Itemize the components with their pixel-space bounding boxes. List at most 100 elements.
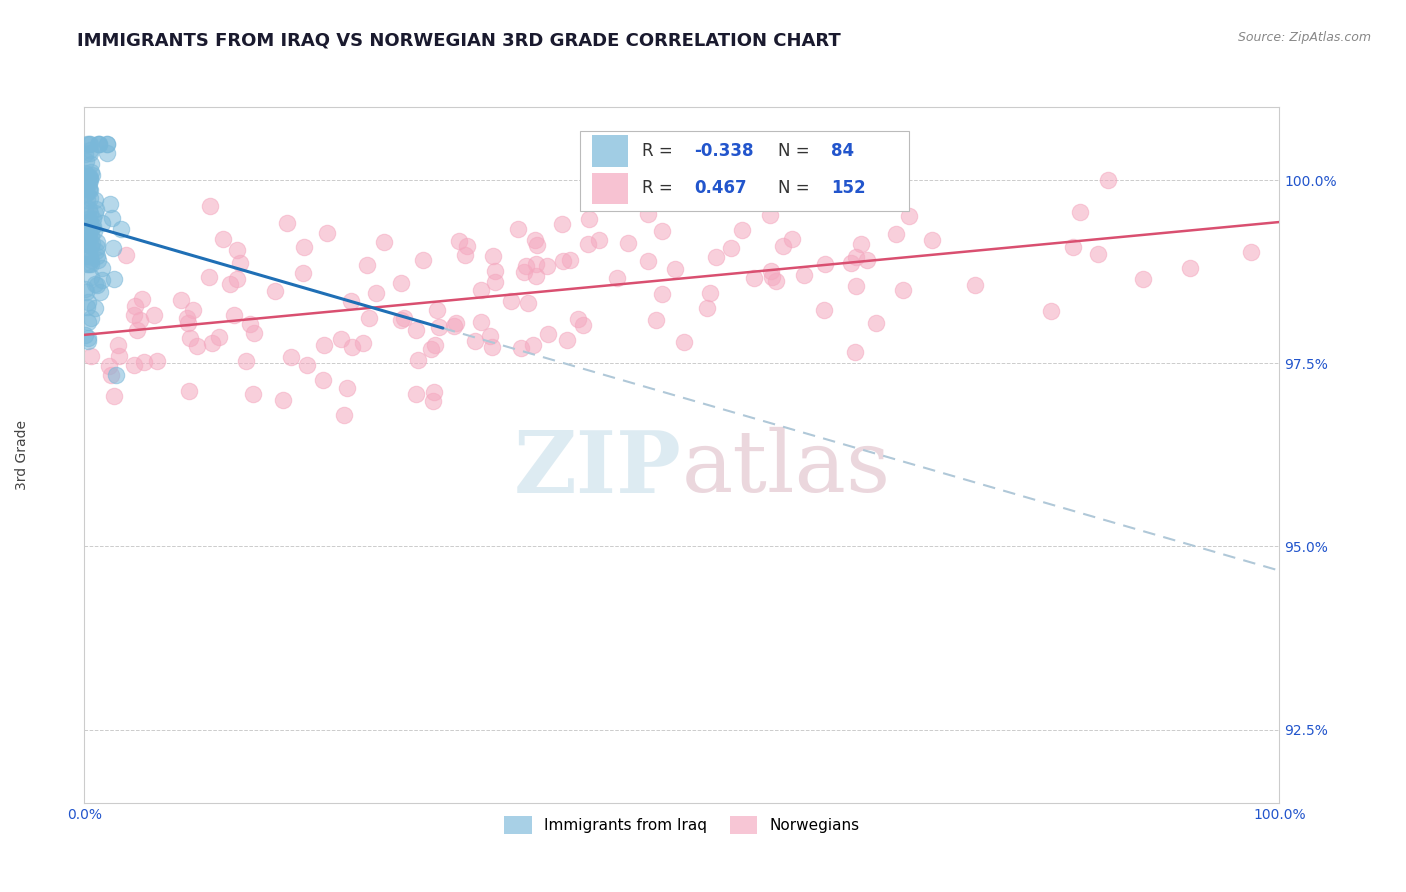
Point — [77, 212, 100, 227]
Point — [526, 238, 548, 252]
Point — [389, 276, 412, 290]
Point — [103, 389, 125, 403]
Point — [107, 338, 129, 352]
Point — [295, 358, 318, 372]
Point — [91, 261, 114, 276]
Point — [170, 293, 193, 307]
Text: R =: R = — [643, 179, 679, 197]
Point — [419, 342, 441, 356]
Point — [86, 249, 108, 263]
Point — [86, 235, 108, 250]
Point — [340, 340, 363, 354]
Point — [664, 262, 686, 277]
Text: N =: N = — [778, 179, 814, 197]
Point — [75, 224, 97, 238]
Point — [422, 394, 444, 409]
Point — [80, 310, 103, 325]
Text: 0.467: 0.467 — [695, 179, 747, 197]
Point — [76, 301, 98, 315]
Point — [83, 224, 105, 238]
Point — [291, 266, 314, 280]
Point — [77, 202, 100, 216]
Point — [312, 338, 335, 352]
Point — [84, 277, 107, 291]
Point — [315, 227, 337, 241]
Point — [79, 171, 101, 186]
Point — [271, 392, 294, 407]
Point — [555, 333, 578, 347]
Point — [80, 220, 103, 235]
Point — [243, 326, 266, 340]
Point — [356, 258, 378, 272]
Point — [1062, 240, 1084, 254]
Point — [588, 234, 610, 248]
Point — [76, 186, 98, 200]
Point — [352, 336, 374, 351]
Point — [765, 274, 787, 288]
Point — [122, 309, 145, 323]
Point — [77, 295, 100, 310]
FancyBboxPatch shape — [592, 136, 628, 167]
Point — [524, 269, 547, 284]
Point — [484, 264, 506, 278]
Text: -0.338: -0.338 — [695, 142, 754, 160]
Point — [849, 237, 872, 252]
Point — [478, 329, 501, 343]
Point — [443, 318, 465, 333]
Point — [884, 227, 907, 242]
Point — [75, 327, 97, 342]
Point — [79, 169, 101, 183]
Point — [80, 157, 103, 171]
Point — [73, 249, 96, 263]
Point — [75, 285, 97, 299]
Point — [1039, 303, 1062, 318]
Point — [101, 241, 124, 255]
Point — [696, 301, 718, 315]
Point — [76, 169, 98, 184]
Point — [201, 335, 224, 350]
Point — [333, 408, 356, 422]
Point — [637, 254, 659, 268]
Point — [125, 323, 148, 337]
FancyBboxPatch shape — [581, 131, 910, 211]
Point — [98, 197, 121, 211]
Point — [506, 222, 529, 236]
Point — [567, 312, 589, 326]
Point — [87, 136, 110, 151]
Point — [75, 153, 97, 168]
Point — [82, 236, 104, 251]
Point — [336, 381, 359, 395]
Point — [80, 168, 103, 182]
Point — [76, 136, 98, 151]
Point — [330, 333, 353, 347]
Point — [524, 257, 547, 271]
Point — [426, 302, 449, 317]
Point — [845, 250, 868, 264]
Point — [77, 182, 100, 196]
Point — [218, 277, 240, 291]
Point — [124, 299, 146, 313]
Point — [73, 186, 96, 201]
Point — [114, 248, 136, 262]
Point — [699, 285, 721, 300]
Point — [80, 257, 103, 271]
Point — [686, 186, 709, 200]
Point — [408, 353, 430, 368]
Point — [83, 301, 105, 315]
Point — [312, 373, 335, 387]
Point — [79, 145, 101, 160]
Point — [515, 259, 537, 273]
Point — [651, 287, 673, 301]
Point — [89, 285, 111, 299]
Point — [76, 193, 98, 207]
Point — [813, 303, 835, 318]
Point — [75, 147, 97, 161]
Point — [921, 233, 943, 247]
Point — [76, 257, 98, 271]
Point — [79, 214, 101, 228]
FancyBboxPatch shape — [592, 173, 628, 204]
Point — [76, 331, 98, 345]
Point — [652, 169, 675, 183]
Point — [423, 385, 446, 400]
Point — [572, 318, 595, 333]
